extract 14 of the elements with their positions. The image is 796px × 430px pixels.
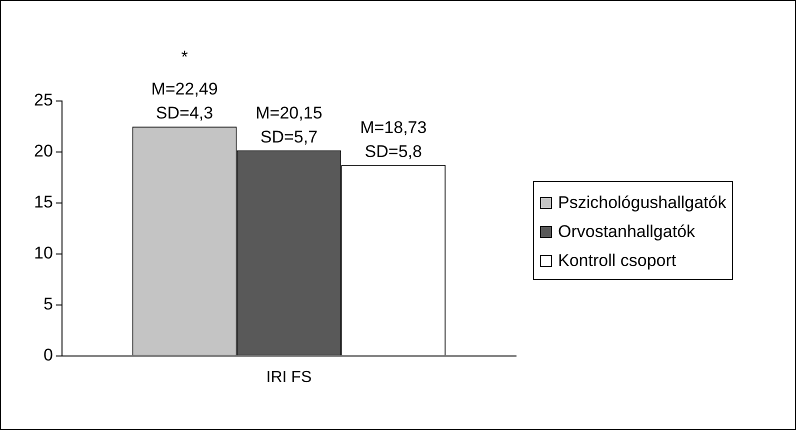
data-label: M=20,15 SD=5,7 bbox=[256, 103, 322, 146]
x-tick-label: IRI FS bbox=[266, 368, 312, 386]
data-label: M=22,49 SD=4,3 bbox=[151, 80, 218, 123]
text: Kontroll csoport bbox=[558, 250, 676, 270]
data-label: M=18,73 SD=5,8 bbox=[360, 118, 427, 161]
y-tick-label: 15 bbox=[34, 192, 53, 212]
y-tick-label: 0 bbox=[43, 345, 53, 364]
text: * bbox=[181, 48, 188, 67]
y-tick-label: 5 bbox=[43, 294, 53, 314]
y-tick-label: 20 bbox=[34, 142, 53, 161]
y-tick-label: 10 bbox=[34, 244, 53, 263]
legend-label: Orvostanhallgatók bbox=[558, 222, 696, 242]
legend-label: Pszichológushallgatók bbox=[558, 192, 726, 212]
y-tick-label: 25 bbox=[34, 90, 53, 110]
